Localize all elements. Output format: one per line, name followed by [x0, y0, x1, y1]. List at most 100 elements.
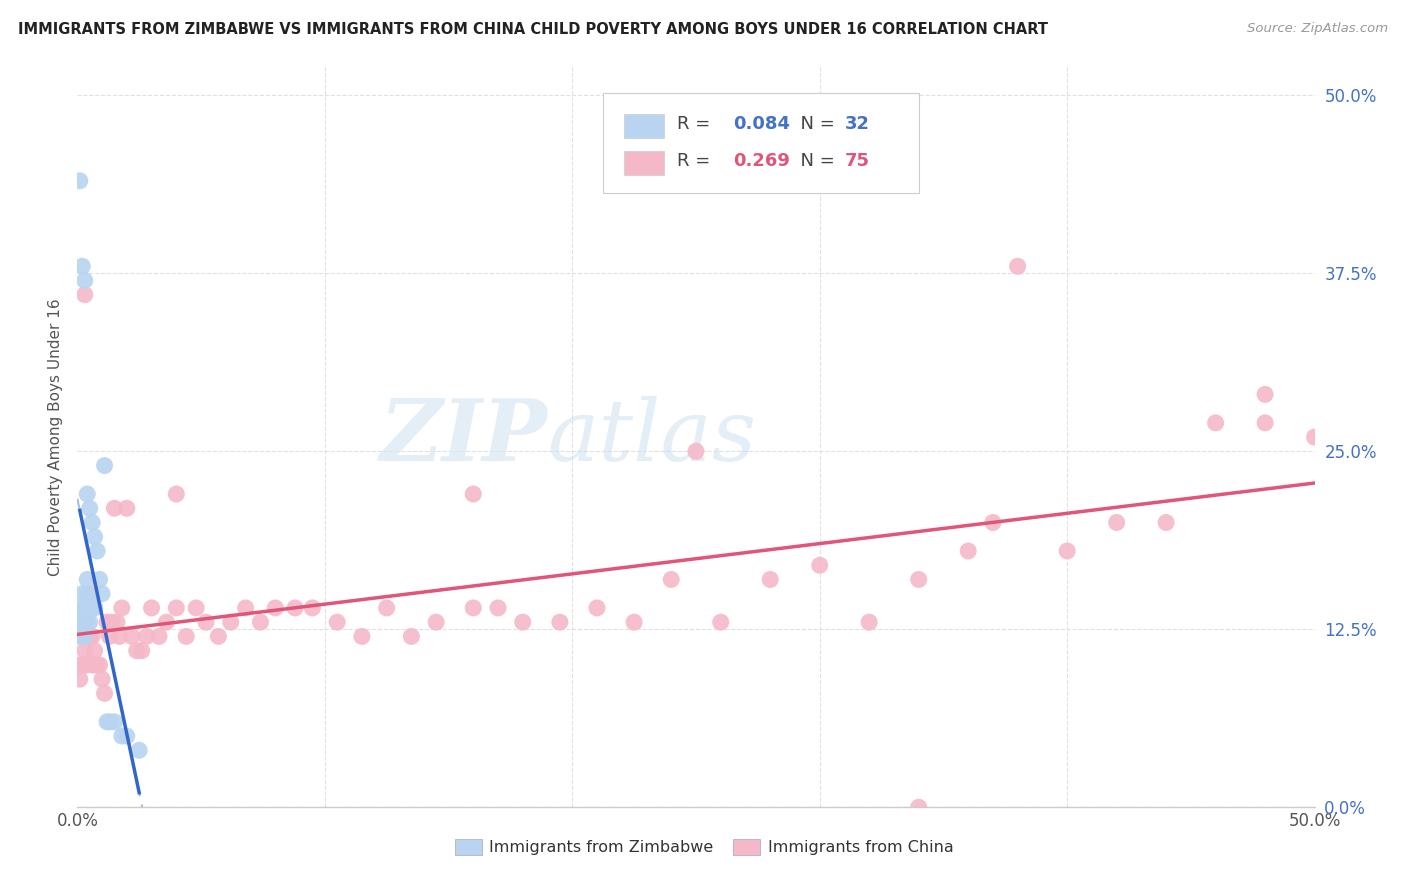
FancyBboxPatch shape [624, 152, 664, 175]
Point [710, 615, 733, 630]
Bar [733, 839, 761, 855]
Point [284, 601, 307, 615]
Point [79, 501, 101, 516]
Point [1205, 416, 1227, 430]
Point [101, 615, 124, 630]
Point [907, 573, 929, 587]
Bar [454, 839, 482, 855]
Point [264, 601, 287, 615]
Point [83, 657, 105, 672]
Point [73, 643, 96, 657]
Point [83, 601, 105, 615]
Point [89, 657, 111, 672]
Point [76, 615, 98, 630]
Point [108, 629, 131, 643]
Point [219, 615, 242, 630]
Point [759, 573, 782, 587]
Point [86, 657, 108, 672]
Point [184, 601, 207, 615]
Point [72, 657, 94, 672]
Point [72, 629, 94, 643]
Point [121, 629, 143, 643]
Point [72, 601, 94, 615]
Point [96, 714, 118, 729]
FancyBboxPatch shape [624, 114, 664, 138]
Point [86, 544, 108, 558]
Text: 75: 75 [845, 152, 869, 169]
Point [301, 601, 323, 615]
Point [93, 686, 115, 700]
Point [128, 743, 150, 757]
Text: Immigrants from China: Immigrants from China [768, 839, 953, 855]
Point [76, 487, 98, 501]
Point [79, 587, 101, 601]
Point [685, 444, 707, 458]
Point [1056, 544, 1078, 558]
Point [659, 573, 682, 587]
Point [72, 259, 94, 273]
Point [808, 558, 831, 573]
Point [463, 487, 485, 501]
Point [463, 601, 485, 615]
Point [586, 601, 609, 615]
Point [73, 287, 96, 301]
Point [79, 629, 101, 643]
Point [111, 601, 134, 615]
Point [425, 615, 447, 630]
Point [1154, 516, 1177, 530]
Text: N =: N = [789, 152, 841, 169]
Point [73, 601, 96, 615]
Point [512, 615, 534, 630]
Point [98, 629, 121, 643]
Text: Immigrants from Zimbabwe: Immigrants from Zimbabwe [489, 839, 714, 855]
Point [72, 587, 94, 601]
Point [165, 487, 187, 501]
Point [69, 657, 91, 672]
Point [73, 273, 96, 287]
Point [623, 615, 645, 630]
Text: N =: N = [789, 115, 841, 133]
Point [91, 587, 114, 601]
Point [174, 629, 197, 643]
Point [981, 516, 1004, 530]
Point [76, 615, 98, 630]
Text: Source: ZipAtlas.com: Source: ZipAtlas.com [1247, 22, 1388, 36]
Point [73, 629, 96, 643]
Point [115, 729, 138, 743]
Point [79, 615, 101, 630]
Text: IMMIGRANTS FROM ZIMBABWE VS IMMIGRANTS FROM CHINA CHILD POVERTY AMONG BOYS UNDER: IMMIGRANTS FROM ZIMBABWE VS IMMIGRANTS F… [18, 22, 1049, 37]
Text: 0.269: 0.269 [733, 152, 790, 169]
Point [1007, 259, 1029, 273]
Point [858, 615, 880, 630]
Point [375, 601, 398, 615]
Text: 32: 32 [845, 115, 869, 133]
Point [83, 530, 105, 544]
Text: R =: R = [678, 152, 717, 169]
Point [235, 601, 257, 615]
Point [103, 714, 125, 729]
Point [326, 615, 349, 630]
Text: 0.084: 0.084 [733, 115, 790, 133]
Point [69, 672, 91, 686]
Point [69, 615, 91, 630]
Point [76, 587, 98, 601]
Point [135, 629, 157, 643]
Point [82, 629, 104, 643]
Point [148, 629, 170, 643]
Point [1105, 516, 1128, 530]
Text: atlas: atlas [547, 396, 756, 478]
Point [125, 643, 148, 657]
Point [93, 458, 115, 473]
Point [115, 501, 138, 516]
Point [207, 629, 229, 643]
Point [155, 615, 177, 630]
Point [195, 615, 218, 630]
Point [131, 643, 153, 657]
Point [105, 615, 128, 630]
Point [1254, 387, 1277, 401]
Point [486, 601, 509, 615]
Point [548, 615, 571, 630]
Point [907, 800, 929, 814]
Point [91, 672, 114, 686]
Point [141, 601, 163, 615]
